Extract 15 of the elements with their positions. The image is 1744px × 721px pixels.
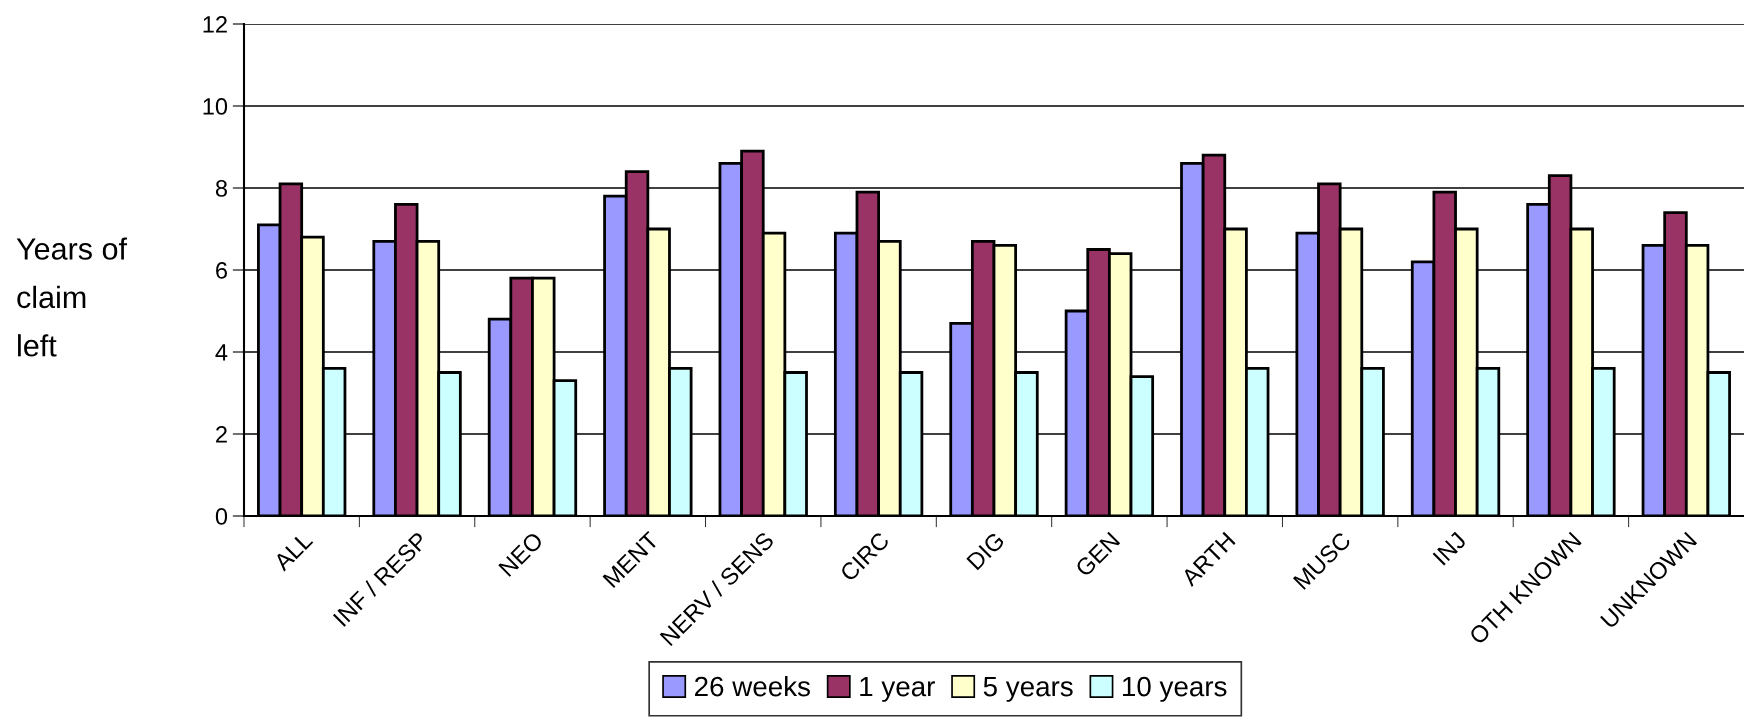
y-tick-label: 6 <box>216 262 227 279</box>
x-tick-label: DIG <box>966 531 1006 571</box>
legend-label: 10 years <box>1123 676 1227 702</box>
y-tick-label: 10 <box>203 98 228 115</box>
legend-label: 5 years <box>983 677 1073 702</box>
legend-label: 26 weeks <box>695 675 810 697</box>
y-tick-label: 0 <box>215 508 228 525</box>
y-tick-label: 12 <box>203 16 227 33</box>
y-axis-title: Years of claim left <box>16 237 128 357</box>
legend-label: 1 year <box>860 677 935 702</box>
x-tick-label: ALL <box>272 531 314 572</box>
x-tick-label: INJ <box>1432 531 1467 566</box>
y-tick-label: 4 <box>215 344 228 361</box>
y-tick-label: 8 <box>215 180 227 197</box>
y-tick-label: 2 <box>216 426 227 443</box>
